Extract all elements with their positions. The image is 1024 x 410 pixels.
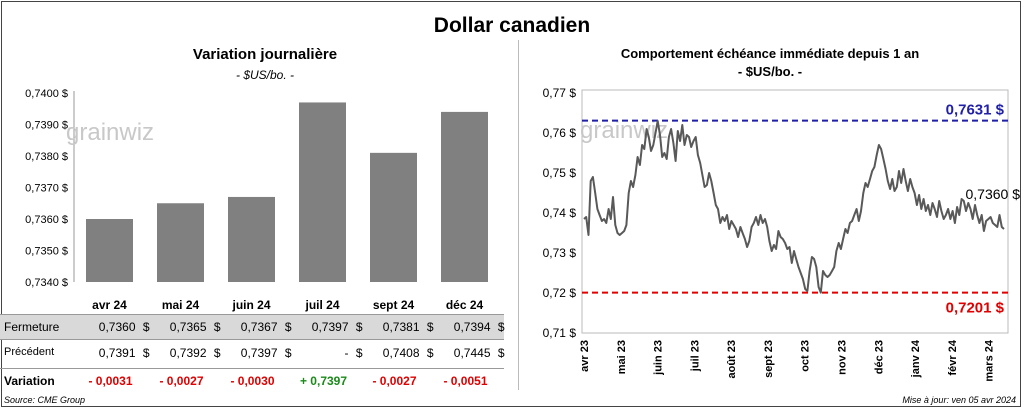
cell-currency: $ [426,346,434,360]
price-line [583,120,1005,294]
y-tick-label: 0,7380 $ [25,151,68,163]
cell-value: 0,7391 [98,346,136,360]
y-tick-label: 0,7370 $ [25,183,68,195]
left-chart-title: Variation journalière [192,46,338,63]
bar-chart: 0,7340 $ 0,7350 $ 0,7360 $ 0,7370 $ 0,7380 $… [25,88,488,312]
cell-value: 0,7360 [98,320,136,334]
cell-value: 0,7445 [453,346,491,360]
y-tick-label: 0,77 $ [543,86,577,100]
y-tick-label: 0,72 $ [543,286,577,300]
cell-currency: $ [284,320,292,334]
x-tick-label: avr 24 [92,298,127,312]
high-label: 0,7631 $ [946,102,1005,119]
row-label: Précédent [4,346,55,358]
x-tick-label: juil 24 [304,298,339,312]
line-chart: 0,71 $ 0,72 $ 0,73 $ 0,74 $ 0,75 $ 0,76 $ 0,77… [543,86,1021,382]
table-cell: + 0,7397 [299,374,348,388]
table-row-fermeture: Fermeture 0,7360 $0,7365 $0,7367 $0,7397 $0,… [0,314,505,340]
bar [441,111,488,283]
table-cell: - 0,0051 [443,374,488,388]
table-cell: - 0,0027 [159,374,204,388]
cell-currency: $ [284,346,292,360]
y-tick-label: 0,73 $ [543,246,577,260]
cell-currency: $ [142,320,150,334]
cell-value: 0,7365 [169,320,207,334]
cell-currency: $ [213,346,221,360]
plot-area [581,89,1009,334]
bar [86,219,133,282]
cell-value: 0,7397 [311,320,349,334]
cell-value: 0,7397 [240,346,278,360]
x-tick-label: sept 24 [373,298,415,312]
update-note: Mise à jour: ven 05 avr 2024 [902,395,1016,405]
row-label: Variation [4,374,55,388]
y-tick-label: 0,75 $ [543,166,577,180]
cell-value: 0,7408 [382,346,420,360]
x-tick-label: oct 23 [800,340,812,372]
last-value-label: 0,7360 $ [966,186,1021,202]
y-tick-label: 0,7390 $ [25,120,68,132]
cell-currency: $ [142,346,150,360]
cell-currency: $ [497,320,505,334]
cell-value: 0,7367 [240,320,278,334]
right-chart-title: Comportement échéance immédiate depuis 1… [620,46,920,61]
table-row-precedent: Précédent 0,7391 $0,7392 $0,7397 $ - $0,7408 $… [0,341,505,365]
x-tick-label: juil 23 [689,340,701,372]
y-tick-label: 0,74 $ [543,206,577,220]
y-tick-label: 0,76 $ [543,126,577,140]
y-tick-label: 0,7340 $ [25,277,68,289]
x-tick-label: mars 24 [984,339,996,381]
x-tick-label: juin 24 [231,298,270,312]
cell-currency: $ [213,320,221,334]
x-tick-label: août 23 [726,340,738,379]
y-tick-label: 0,7350 $ [25,246,68,258]
cell-currency: $ [355,346,363,360]
x-tick-label: nov 23 [837,340,849,375]
table-row-variation: Variation - 0,0031 - 0,0027 - 0,0030 + 0,73… [0,368,504,393]
cell-value: 0,7381 [382,320,420,334]
panel-divider [518,40,519,390]
y-tick-label: 0,7400 $ [25,88,68,100]
y-tick-label: 0,7360 $ [25,214,68,226]
cell-currency: $ [355,320,363,334]
bar [370,152,417,282]
table-cell: - 0,0031 [88,374,133,388]
x-tick-label: mai 23 [616,340,628,374]
left-chart-unit: - $US/bo. - [235,68,295,82]
table-cell: - 0,0030 [230,374,275,388]
x-tick-label: févr 24 [947,339,959,375]
row-label: Fermeture [4,320,60,334]
x-tick-label: janv 24 [910,339,922,378]
right-chart-unit: - $US/bo. - [737,64,803,79]
x-tick-label: sept 23 [763,340,775,378]
x-tick-label: juin 23 [653,340,665,376]
cell-value: 0,7392 [169,346,207,360]
x-tick-label: déc 23 [873,340,885,374]
bar [157,203,204,282]
x-tick-label: déc 24 [446,298,484,312]
low-label: 0,7201 $ [946,300,1005,317]
page-title: Dollar canadien [433,14,591,37]
y-tick-label: 0,71 $ [543,326,577,340]
cell-currency: $ [426,320,434,334]
watermark-text: grainwiz [66,119,154,146]
cell-currency: $ [497,346,505,360]
cell-value: 0,7394 [453,320,491,334]
bar [228,196,275,282]
x-tick-label: mai 24 [162,298,200,312]
cell-value: - [344,346,349,360]
source-note: Source: CME Group [4,395,86,405]
bar [299,102,346,282]
x-tick-label: avr 23 [579,340,591,372]
table-cell: - 0,0027 [372,374,417,388]
